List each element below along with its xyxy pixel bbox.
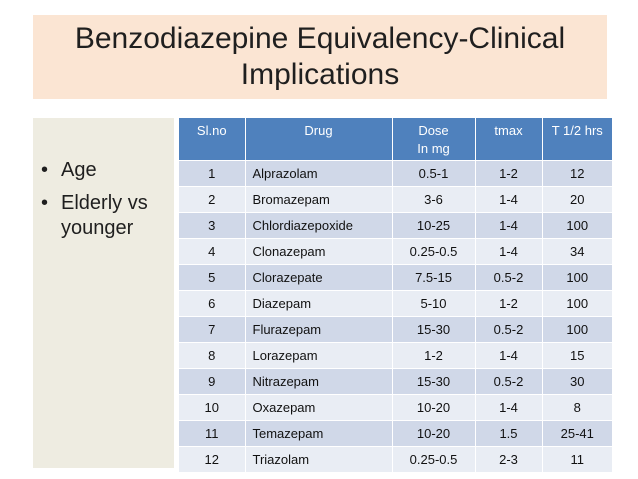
cell-thalf: 12 bbox=[542, 159, 612, 186]
table-row: 9 Nitrazepam 15-30 0.5-2 30 bbox=[179, 367, 612, 394]
cell-tmax: 1-4 bbox=[475, 393, 543, 420]
cell-drug: Bromazepam bbox=[245, 185, 393, 212]
table-row: 7 Flurazepam 15-30 0.5-2 100 bbox=[179, 315, 612, 342]
header-slno: Sl.no bbox=[179, 118, 246, 160]
cell-dose: 10-25 bbox=[392, 211, 476, 238]
bullet-panel: • Age • Elderly vs younger bbox=[33, 118, 174, 468]
cell-slno: 1 bbox=[179, 159, 246, 186]
table-header-row: Sl.no Drug Dose In mg tmax T 1/2 hrs bbox=[179, 118, 612, 160]
cell-tmax: 0.5-2 bbox=[475, 315, 543, 342]
cell-dose: 5-10 bbox=[392, 289, 476, 316]
cell-slno: 9 bbox=[179, 367, 246, 394]
bullet-icon: • bbox=[41, 159, 49, 181]
bullet-list: • Age • Elderly vs younger bbox=[39, 158, 171, 249]
cell-dose: 3-6 bbox=[392, 185, 476, 212]
cell-dose: 0.25-0.5 bbox=[392, 445, 476, 472]
cell-dose: 0.5-1 bbox=[392, 159, 476, 186]
table-body: 1 Alprazolam 0.5-1 1-2 12 2 Bromazepam 3-6 1-4 20… bbox=[179, 159, 612, 472]
title-banner: Benzodiazepine Equivalency-Clinical Impl… bbox=[33, 15, 607, 99]
cell-drug: Clorazepate bbox=[245, 263, 393, 290]
cell-tmax: 1-4 bbox=[475, 341, 543, 368]
cell-slno: 4 bbox=[179, 237, 246, 264]
table-row: 2 Bromazepam 3-6 1-4 20 bbox=[179, 185, 612, 212]
table-row: 4 Clonazepam 0.25-0.5 1-4 34 bbox=[179, 237, 612, 264]
benzodiazepine-table: Sl.no Drug Dose In mg tmax T 1/2 hrs 1 Alp… bbox=[179, 118, 612, 472]
cell-thalf: 8 bbox=[542, 393, 612, 420]
cell-slno: 10 bbox=[179, 393, 246, 420]
cell-tmax: 0.5-2 bbox=[475, 367, 543, 394]
cell-slno: 12 bbox=[179, 445, 246, 472]
cell-thalf: 100 bbox=[542, 263, 612, 290]
cell-drug: Triazolam bbox=[245, 445, 393, 472]
cell-tmax: 1.5 bbox=[475, 419, 543, 446]
cell-slno: 11 bbox=[179, 419, 246, 446]
cell-dose: 10-20 bbox=[392, 393, 476, 420]
table-row: 8 Lorazepam 1-2 1-4 15 bbox=[179, 341, 612, 368]
cell-drug: Temazepam bbox=[245, 419, 393, 446]
cell-drug: Chlordiazepoxide bbox=[245, 211, 393, 238]
cell-tmax: 1-4 bbox=[475, 211, 543, 238]
table-row: 12 Triazolam 0.25-0.5 2-3 11 bbox=[179, 445, 612, 472]
cell-drug: Diazepam bbox=[245, 289, 393, 316]
table-row: 5 Clorazepate 7.5-15 0.5-2 100 bbox=[179, 263, 612, 290]
cell-drug: Clonazepam bbox=[245, 237, 393, 264]
cell-slno: 7 bbox=[179, 315, 246, 342]
bullet-text: Age bbox=[61, 159, 97, 181]
cell-dose: 15-30 bbox=[392, 315, 476, 342]
table-row: 10 Oxazepam 10-20 1-4 8 bbox=[179, 393, 612, 420]
bullet-text: Elderly vs younger bbox=[61, 192, 148, 239]
cell-tmax: 0.5-2 bbox=[475, 263, 543, 290]
cell-slno: 5 bbox=[179, 263, 246, 290]
cell-thalf: 15 bbox=[542, 341, 612, 368]
bullet-item: • Elderly vs younger bbox=[39, 191, 171, 241]
cell-slno: 8 bbox=[179, 341, 246, 368]
header-dose-line1: Dose bbox=[418, 123, 449, 138]
cell-slno: 6 bbox=[179, 289, 246, 316]
header-thalf: T 1/2 hrs bbox=[542, 118, 612, 160]
cell-thalf: 20 bbox=[542, 185, 612, 212]
cell-thalf: 11 bbox=[542, 445, 612, 472]
cell-dose: 10-20 bbox=[392, 419, 476, 446]
cell-tmax: 1-2 bbox=[475, 159, 543, 186]
cell-dose: 1-2 bbox=[392, 341, 476, 368]
cell-tmax: 1-2 bbox=[475, 289, 543, 316]
header-dose: Dose In mg bbox=[392, 118, 476, 160]
table-row: 1 Alprazolam 0.5-1 1-2 12 bbox=[179, 159, 612, 186]
cell-tmax: 2-3 bbox=[475, 445, 543, 472]
cell-drug: Nitrazepam bbox=[245, 367, 393, 394]
cell-thalf: 30 bbox=[542, 367, 612, 394]
cell-drug: Oxazepam bbox=[245, 393, 393, 420]
cell-thalf: 25-41 bbox=[542, 419, 612, 446]
cell-thalf: 100 bbox=[542, 315, 612, 342]
cell-drug: Alprazolam bbox=[245, 159, 393, 186]
header-tmax: tmax bbox=[475, 118, 543, 160]
cell-dose: 15-30 bbox=[392, 367, 476, 394]
cell-tmax: 1-4 bbox=[475, 185, 543, 212]
cell-slno: 2 bbox=[179, 185, 246, 212]
table-row: 11 Temazepam 10-20 1.5 25-41 bbox=[179, 419, 612, 446]
bullet-icon: • bbox=[41, 192, 49, 214]
cell-tmax: 1-4 bbox=[475, 237, 543, 264]
table-row: 3 Chlordiazepoxide 10-25 1-4 100 bbox=[179, 211, 612, 238]
cell-thalf: 100 bbox=[542, 289, 612, 316]
cell-drug: Flurazepam bbox=[245, 315, 393, 342]
cell-slno: 3 bbox=[179, 211, 246, 238]
cell-thalf: 100 bbox=[542, 211, 612, 238]
header-drug: Drug bbox=[245, 118, 393, 160]
cell-dose: 7.5-15 bbox=[392, 263, 476, 290]
header-dose-line2: In mg bbox=[417, 141, 450, 156]
table-row: 6 Diazepam 5-10 1-2 100 bbox=[179, 289, 612, 316]
slide-title: Benzodiazepine Equivalency-Clinical Impl… bbox=[74, 22, 566, 91]
bullet-item: • Age bbox=[39, 158, 171, 183]
cell-thalf: 34 bbox=[542, 237, 612, 264]
cell-dose: 0.25-0.5 bbox=[392, 237, 476, 264]
cell-drug: Lorazepam bbox=[245, 341, 393, 368]
